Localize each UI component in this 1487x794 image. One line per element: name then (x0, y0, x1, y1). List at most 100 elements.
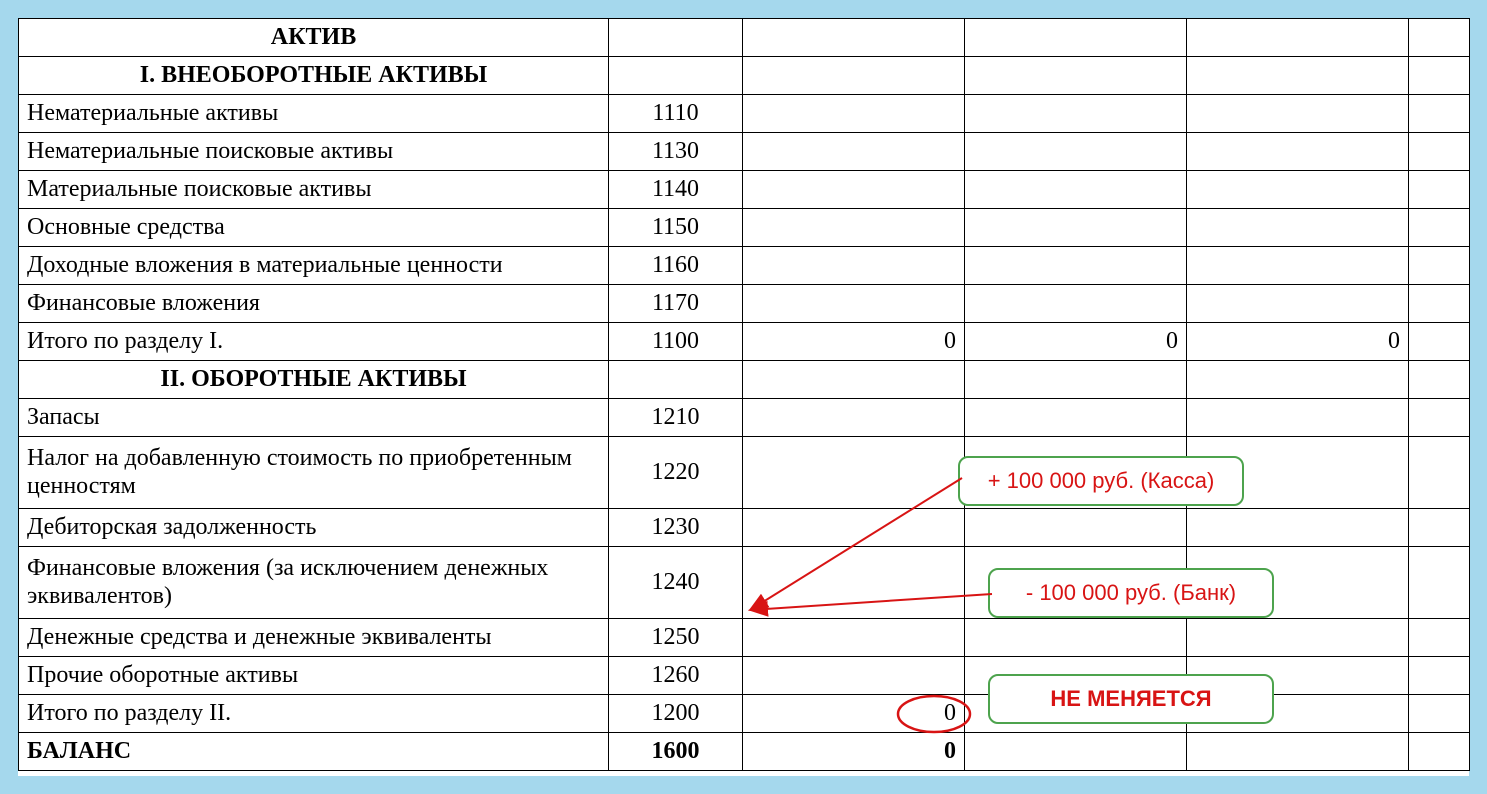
row-code: 1130 (609, 133, 743, 171)
row-code: 1110 (609, 95, 743, 133)
row-pad (1409, 509, 1470, 547)
row-pad (1409, 171, 1470, 209)
row-value (1187, 95, 1409, 133)
row-value: 0 (743, 695, 965, 733)
row-value (965, 619, 1187, 657)
row-pad (1409, 399, 1470, 437)
row-label: Нематериальные активы (19, 95, 609, 133)
row-value (1187, 361, 1409, 399)
row-label: Итого по разделу I. (19, 323, 609, 361)
row-pad (1409, 95, 1470, 133)
row-value (965, 57, 1187, 95)
table-row: Налог на добавленную стоимость по приобр… (19, 437, 1470, 509)
row-value (1187, 247, 1409, 285)
row-value (1187, 509, 1409, 547)
table-row: Запасы1210 (19, 399, 1470, 437)
row-code: 1170 (609, 285, 743, 323)
row-value (1187, 19, 1409, 57)
row-pad (1409, 209, 1470, 247)
row-value (743, 209, 965, 247)
row-pad (1409, 619, 1470, 657)
row-value (743, 399, 965, 437)
row-label: Материальные поисковые активы (19, 171, 609, 209)
row-label: Налог на добавленную стоимость по приобр… (19, 437, 609, 509)
table-row: АКТИВ (19, 19, 1470, 57)
row-code (609, 361, 743, 399)
row-pad (1409, 19, 1470, 57)
row-value (1187, 171, 1409, 209)
row-label: I. ВНЕОБОРОТНЫЕ АКТИВЫ (19, 57, 609, 95)
row-value (743, 19, 965, 57)
table-row: Денежные средства и денежные эквиваленты… (19, 619, 1470, 657)
row-code: 1140 (609, 171, 743, 209)
row-value (965, 361, 1187, 399)
row-code: 1100 (609, 323, 743, 361)
row-label: Денежные средства и денежные эквиваленты (19, 619, 609, 657)
callout-bank: - 100 000 руб. (Банк) (988, 568, 1274, 618)
row-value (743, 285, 965, 323)
row-pad (1409, 547, 1470, 619)
table-row: Дебиторская задолженность1230 (19, 509, 1470, 547)
row-code (609, 57, 743, 95)
row-value (965, 733, 1187, 771)
row-value (1187, 733, 1409, 771)
row-value (743, 437, 965, 509)
table-row: БАЛАНС16000 (19, 733, 1470, 771)
row-code: 1230 (609, 509, 743, 547)
row-pad (1409, 323, 1470, 361)
row-label: II. ОБОРОТНЫЕ АКТИВЫ (19, 361, 609, 399)
row-code: 1220 (609, 437, 743, 509)
row-pad (1409, 57, 1470, 95)
row-pad (1409, 247, 1470, 285)
row-label: Доходные вложения в материальные ценност… (19, 247, 609, 285)
row-pad (1409, 657, 1470, 695)
callout-balance: НЕ МЕНЯЕТСЯ (988, 674, 1274, 724)
row-pad (1409, 437, 1470, 509)
table-row: Итого по разделу I.1100000 (19, 323, 1470, 361)
row-code: 1160 (609, 247, 743, 285)
table-row: Материальные поисковые активы1140 (19, 171, 1470, 209)
row-value: 0 (965, 323, 1187, 361)
callout-kassa: + 100 000 руб. (Касса) (958, 456, 1244, 506)
row-value (743, 95, 965, 133)
table-row: Основные средства1150 (19, 209, 1470, 247)
row-code: 1600 (609, 733, 743, 771)
row-pad (1409, 695, 1470, 733)
row-value: 0 (743, 323, 965, 361)
row-value (1187, 619, 1409, 657)
row-label: Основные средства (19, 209, 609, 247)
row-pad (1409, 285, 1470, 323)
row-label: Прочие оборотные активы (19, 657, 609, 695)
row-value (1187, 209, 1409, 247)
row-value (965, 509, 1187, 547)
row-label: АКТИВ (19, 19, 609, 57)
row-value (965, 171, 1187, 209)
row-value (965, 285, 1187, 323)
row-value (965, 209, 1187, 247)
row-value (743, 547, 965, 619)
row-label: Запасы (19, 399, 609, 437)
row-label: Финансовые вложения (19, 285, 609, 323)
row-value (965, 133, 1187, 171)
row-value (965, 399, 1187, 437)
row-pad (1409, 361, 1470, 399)
table-row: Доходные вложения в материальные ценност… (19, 247, 1470, 285)
row-value (743, 133, 965, 171)
row-code: 1200 (609, 695, 743, 733)
balance-sheet-table: АКТИВI. ВНЕОБОРОТНЫЕ АКТИВЫНематериальны… (18, 18, 1469, 776)
row-label: БАЛАНС (19, 733, 609, 771)
row-code: 1250 (609, 619, 743, 657)
table-row: Финансовые вложения1170 (19, 285, 1470, 323)
row-label: Итого по разделу II. (19, 695, 609, 733)
row-value (743, 171, 965, 209)
row-value (1187, 399, 1409, 437)
row-value (965, 95, 1187, 133)
row-value (965, 19, 1187, 57)
row-code (609, 19, 743, 57)
row-value (743, 247, 965, 285)
table-row: II. ОБОРОТНЫЕ АКТИВЫ (19, 361, 1470, 399)
row-value (1187, 285, 1409, 323)
row-code: 1150 (609, 209, 743, 247)
row-value (743, 509, 965, 547)
table-row: Нематериальные активы1110 (19, 95, 1470, 133)
